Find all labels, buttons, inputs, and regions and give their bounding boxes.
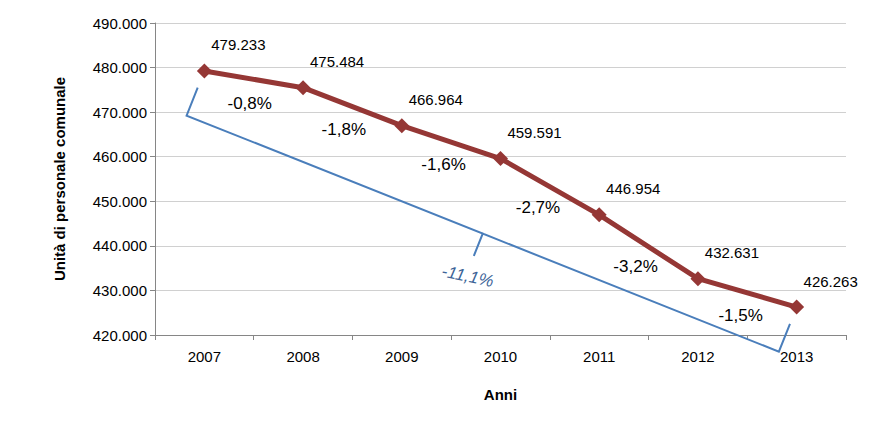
svg-text:-3,2%: -3,2% (613, 257, 657, 276)
svg-text:-0,8%: -0,8% (227, 94, 271, 113)
svg-text:420.000: 420.000 (93, 327, 147, 344)
svg-text:2009: 2009 (385, 348, 418, 365)
svg-text:446.954: 446.954 (606, 180, 660, 197)
svg-text:-2,7%: -2,7% (516, 198, 560, 217)
svg-text:-1,5%: -1,5% (718, 306, 762, 325)
svg-text:475.484: 475.484 (310, 53, 364, 70)
svg-text:2013: 2013 (780, 348, 813, 365)
svg-text:466.964: 466.964 (409, 91, 463, 108)
svg-text:479.233: 479.233 (211, 36, 265, 53)
svg-text:-1,6%: -1,6% (421, 155, 465, 174)
svg-text:2007: 2007 (188, 348, 221, 365)
svg-text:Unità di personale comunale: Unità di personale comunale (51, 77, 68, 281)
svg-text:-1,8%: -1,8% (322, 120, 366, 139)
svg-text:430.000: 430.000 (93, 282, 147, 299)
svg-text:459.591: 459.591 (507, 124, 561, 141)
svg-text:2010: 2010 (484, 348, 517, 365)
svg-text:-11,1%: -11,1% (440, 262, 495, 291)
svg-text:426.263: 426.263 (804, 273, 858, 290)
svg-text:440.000: 440.000 (93, 237, 147, 254)
svg-text:2012: 2012 (681, 348, 714, 365)
svg-text:432.631: 432.631 (705, 244, 759, 261)
svg-text:460.000: 460.000 (93, 148, 147, 165)
svg-text:2008: 2008 (286, 348, 319, 365)
svg-text:480.000: 480.000 (93, 59, 147, 76)
svg-text:450.000: 450.000 (93, 193, 147, 210)
svg-text:Anni: Anni (484, 386, 517, 403)
svg-text:470.000: 470.000 (93, 104, 147, 121)
svg-text:2011: 2011 (583, 348, 615, 365)
svg-text:490.000: 490.000 (93, 15, 147, 32)
